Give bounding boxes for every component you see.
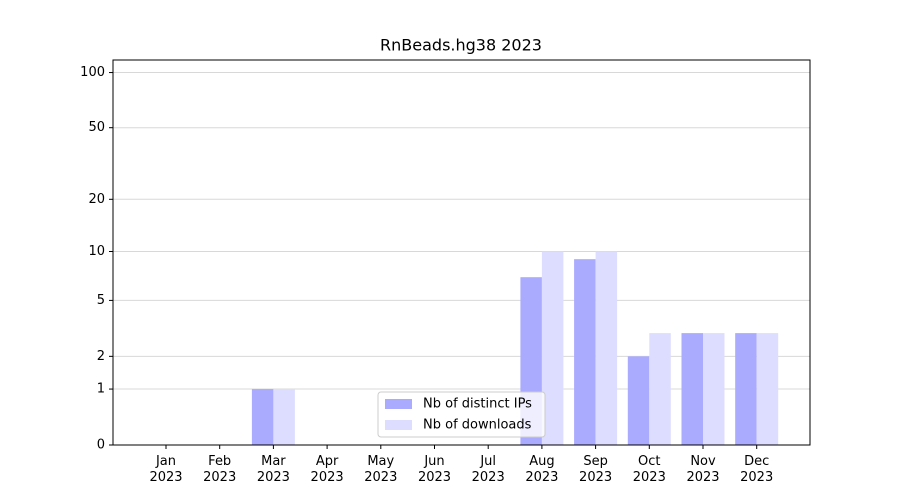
x-tick-label: Nov 2023: [686, 454, 719, 485]
plot-frame: [112, 59, 811, 446]
legend-swatch: [385, 399, 412, 409]
bar: [703, 333, 725, 445]
y-tick-label: 1: [97, 382, 105, 397]
bar: [627, 356, 650, 445]
bar: [595, 251, 618, 445]
x-tick-label: Jul 2023: [472, 454, 505, 485]
bar: [574, 259, 596, 445]
bar: [681, 333, 703, 445]
y-tick-label: 100: [80, 65, 105, 80]
x-tick-label: Jun 2023: [418, 454, 451, 485]
y-tick-label: 10: [88, 244, 105, 259]
x-tick-label: Aug 2023: [525, 454, 558, 485]
legend-swatch: [385, 420, 412, 430]
bar: [649, 333, 671, 445]
legend-label: Nb of downloads: [423, 418, 532, 433]
bar: [541, 251, 564, 445]
bar: [756, 333, 779, 445]
x-tick-label: Apr 2023: [311, 454, 344, 485]
bar: [251, 389, 274, 445]
y-tick-label: 2: [97, 349, 105, 364]
y-tick-label: 5: [97, 293, 105, 308]
y-tick-label: 20: [88, 192, 105, 207]
grid: [113, 72, 810, 446]
x-tick-label: May 2023: [364, 454, 397, 485]
y-tick-label: 50: [88, 120, 105, 135]
x-tick-label: Feb 2023: [203, 454, 236, 485]
legend-frame: [377, 391, 546, 438]
x-tick-label: Sep 2023: [579, 454, 612, 485]
bar: [735, 333, 757, 445]
bar: [273, 389, 295, 445]
x-tick-label: Dec 2023: [740, 454, 773, 485]
x-tick-label: Oct 2023: [633, 454, 666, 485]
x-tick-label: Mar 2023: [257, 454, 290, 485]
legend: Nb of distinct IPs Nb of downloads: [377, 391, 546, 438]
x-tick-label: Jan 2023: [149, 454, 182, 485]
legend-label: Nb of distinct IPs: [423, 397, 532, 412]
chart-title: RnBeads.hg38 2023: [380, 36, 542, 55]
y-tick-label: 0: [97, 438, 105, 453]
